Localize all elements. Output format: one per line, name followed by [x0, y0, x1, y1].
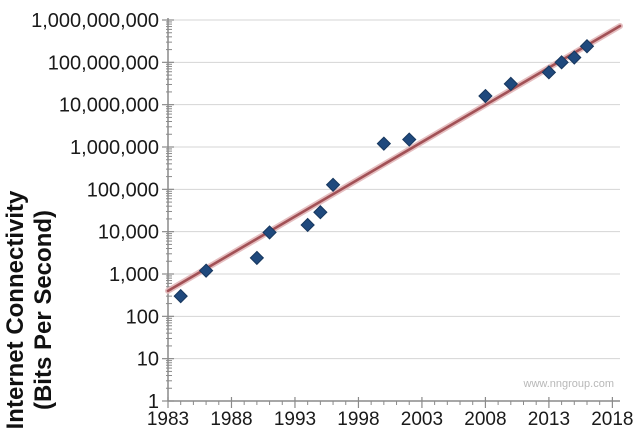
- data-point: [402, 132, 417, 147]
- y-tick-label: 1,000,000,000: [31, 10, 159, 32]
- x-tick-label: 2013: [528, 409, 570, 430]
- data-point: [173, 288, 188, 304]
- y-tick-label: 10: [137, 349, 159, 371]
- y-axis-title: Internet Connectivity (Bits Per Second): [2, 160, 60, 447]
- data-point: [262, 225, 277, 240]
- data-point: [249, 250, 265, 266]
- x-tick-label: 2003: [401, 409, 443, 430]
- y-tick-label: 1: [148, 391, 159, 413]
- x-tick-label: 1983: [147, 409, 189, 430]
- y-tick-label: 10,000: [98, 222, 159, 244]
- y-tick-label: 100,000,000: [48, 52, 159, 74]
- x-tick-label: 1998: [337, 409, 379, 430]
- data-point: [325, 177, 341, 193]
- data-point: [376, 136, 392, 151]
- data-point: [198, 263, 214, 278]
- x-tick-label: 2008: [464, 409, 506, 430]
- y-tick-label: 100: [126, 306, 159, 328]
- data-point: [554, 55, 569, 70]
- x-tick-label: 2018: [591, 409, 633, 430]
- y-tick-label: 10,000,000: [59, 95, 159, 117]
- data-point: [567, 50, 582, 65]
- x-tick-label: 1993: [274, 409, 316, 430]
- data-point: [478, 88, 493, 104]
- data-point: [503, 76, 519, 92]
- watermark-text: www.nngroup.com: [523, 378, 615, 390]
- y-axis-title-line2: (Bits Per Second): [30, 209, 57, 411]
- y-axis-title-line1: Internet Connectivity: [2, 190, 29, 430]
- y-tick-label: 1,000,000: [70, 137, 159, 159]
- y-tick-label: 1,000: [109, 264, 159, 286]
- data-point: [579, 39, 595, 54]
- trendline: [166, 24, 622, 293]
- data-point: [300, 217, 315, 233]
- y-tick-label: 100,000: [87, 179, 159, 201]
- data-point: [541, 65, 557, 80]
- x-tick-label: 1988: [210, 409, 252, 430]
- data-point: [313, 205, 328, 220]
